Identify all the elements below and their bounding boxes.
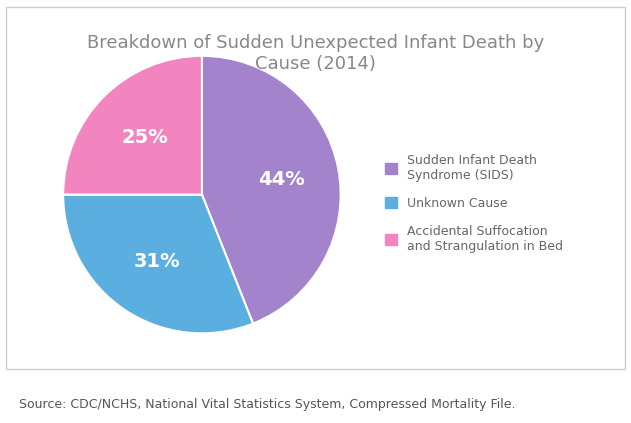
Legend: Sudden Infant Death
Syndrome (SIDS), Unknown Cause, Accidental Suffocation
and S: Sudden Infant Death Syndrome (SIDS), Unk… [385,154,563,253]
Text: Breakdown of Sudden Unexpected Infant Death by
Cause (2014): Breakdown of Sudden Unexpected Infant De… [87,34,544,73]
Wedge shape [202,56,341,324]
Text: 44%: 44% [257,170,304,189]
Text: Source: CDC/NCHS, National Vital Statistics System, Compressed Mortality File.: Source: CDC/NCHS, National Vital Statist… [19,398,516,411]
Text: 31%: 31% [133,252,180,271]
Wedge shape [63,56,202,195]
Wedge shape [63,195,253,333]
Text: 25%: 25% [122,128,168,147]
